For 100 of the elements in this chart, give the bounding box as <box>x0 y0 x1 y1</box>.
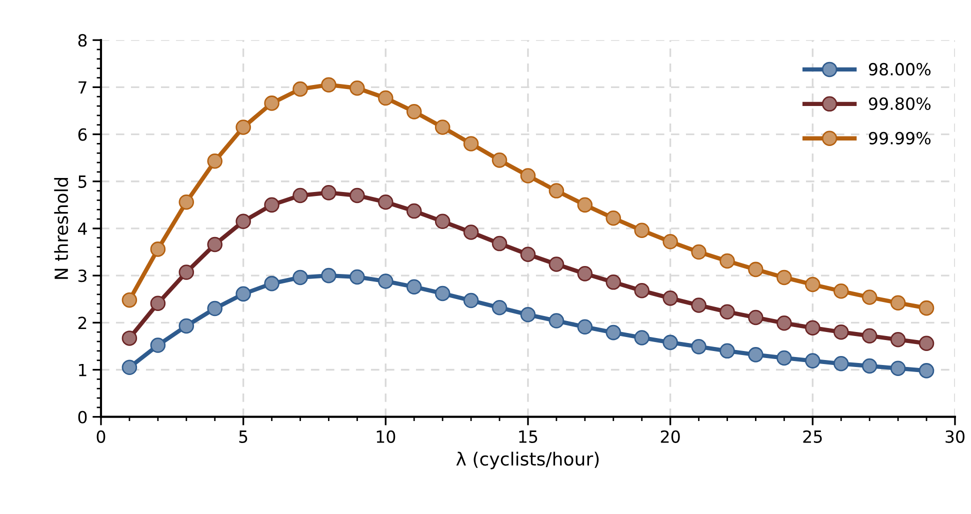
point <box>662 334 678 350</box>
point <box>548 313 564 328</box>
point <box>406 203 422 219</box>
point <box>720 343 735 359</box>
point <box>606 274 622 290</box>
point <box>748 347 764 362</box>
x-tick-label: 15 <box>519 430 538 443</box>
point <box>122 330 138 346</box>
point <box>178 194 194 210</box>
point <box>178 264 194 280</box>
point <box>890 295 906 311</box>
point <box>833 324 849 340</box>
y-tick-label: 0 <box>78 410 87 424</box>
point <box>321 77 336 92</box>
x-axis-title: λ (cyclists/hour) <box>456 452 599 470</box>
point <box>292 188 308 204</box>
point <box>264 197 280 213</box>
x-tick-label: 20 <box>660 430 680 443</box>
point <box>720 253 735 269</box>
legend-label: 98.00% <box>868 62 931 76</box>
point <box>350 188 365 204</box>
point <box>178 318 194 334</box>
point <box>634 222 650 238</box>
y-tick-label: 2 <box>78 316 86 329</box>
point <box>492 236 508 252</box>
y-tick-label: 6 <box>78 128 87 141</box>
point <box>720 304 735 320</box>
point <box>662 290 678 306</box>
point <box>776 315 792 331</box>
point <box>805 320 820 336</box>
point <box>463 224 479 240</box>
point <box>918 336 934 352</box>
point <box>662 234 678 250</box>
point <box>150 242 166 257</box>
point <box>890 332 906 348</box>
point <box>748 310 764 326</box>
point <box>776 350 792 366</box>
point <box>833 356 849 372</box>
x-tick-label: 25 <box>803 430 822 443</box>
point <box>321 268 336 284</box>
point <box>150 338 166 353</box>
legend-label: 99.80% <box>868 97 931 110</box>
point <box>492 300 508 316</box>
y-tick-label: 8 <box>78 34 87 47</box>
point <box>434 286 450 302</box>
x-tick-label: 0 <box>96 430 106 443</box>
point <box>236 120 251 135</box>
point <box>862 290 878 305</box>
point <box>207 300 222 316</box>
x-tick-label: 30 <box>946 430 964 443</box>
point <box>350 269 365 285</box>
point <box>577 319 593 335</box>
point <box>577 197 593 213</box>
point <box>207 153 222 169</box>
point <box>805 276 820 292</box>
point <box>207 236 222 252</box>
point <box>918 363 934 378</box>
point <box>634 330 650 346</box>
point <box>634 283 650 298</box>
point <box>463 136 479 152</box>
point <box>463 292 479 308</box>
point <box>548 183 564 198</box>
y-axis-title: N threshold <box>54 178 68 279</box>
point <box>691 244 706 260</box>
point <box>862 358 878 374</box>
point <box>122 292 138 308</box>
y-tick-label: 4 <box>78 222 87 235</box>
point <box>776 270 792 286</box>
point <box>122 360 138 376</box>
point <box>890 360 906 376</box>
point <box>691 339 706 354</box>
x-tick-label: 5 <box>239 430 248 443</box>
point <box>150 296 166 311</box>
point <box>378 90 394 106</box>
point <box>606 324 622 340</box>
legend-label: 99.99% <box>868 132 931 144</box>
y-tick-label: 1 <box>79 364 86 376</box>
point <box>606 210 622 226</box>
point <box>691 298 706 313</box>
point <box>520 168 536 184</box>
point <box>321 185 336 200</box>
point <box>520 307 536 322</box>
point <box>520 246 536 262</box>
point <box>833 283 849 299</box>
point <box>492 152 508 168</box>
point <box>918 300 934 316</box>
point <box>264 96 280 111</box>
point <box>264 276 280 292</box>
point <box>748 262 764 278</box>
point <box>406 104 422 120</box>
point <box>577 266 593 282</box>
point <box>378 194 394 210</box>
point <box>236 214 251 230</box>
point <box>434 120 450 135</box>
point <box>292 270 308 286</box>
point <box>805 353 820 368</box>
point <box>548 256 564 272</box>
point <box>236 286 251 302</box>
point <box>406 279 422 295</box>
point <box>862 328 878 344</box>
